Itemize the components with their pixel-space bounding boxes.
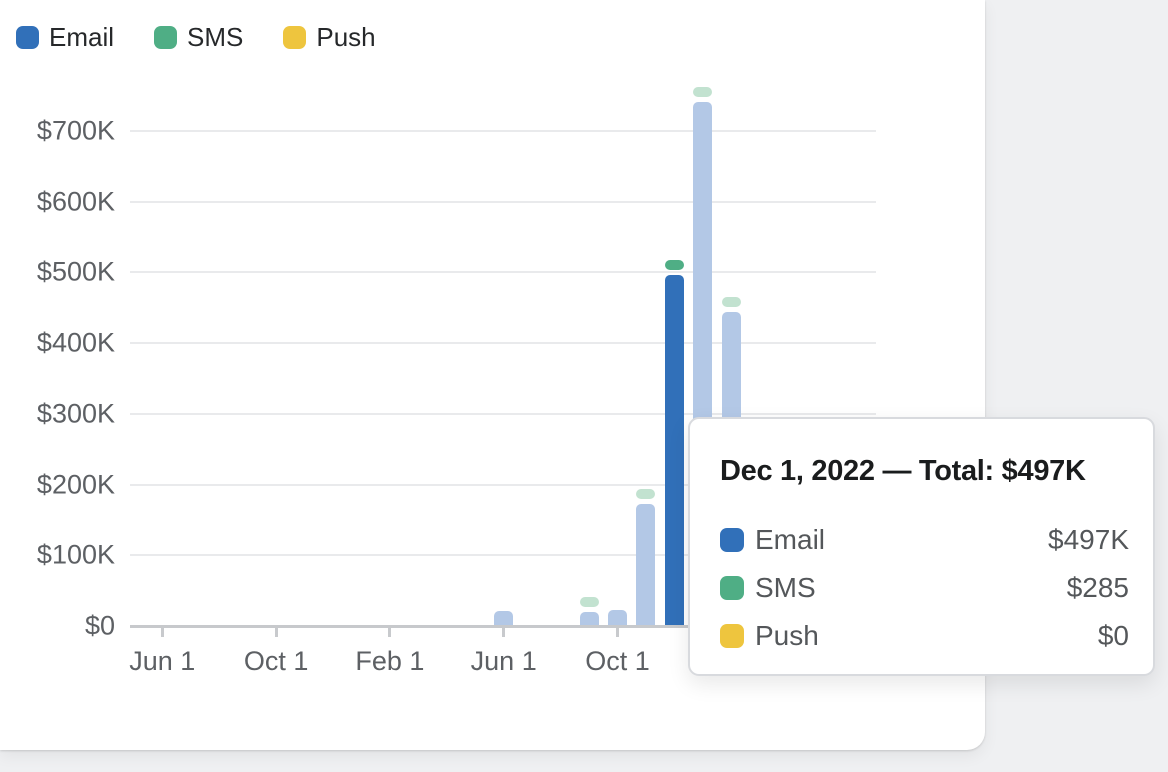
tooltip-row-label: SMS bbox=[755, 572, 816, 603]
tooltip-row-email: Email $497K bbox=[720, 516, 1129, 564]
tooltip-rows: Email $497K SMS $285 Push $0 bbox=[720, 516, 1129, 660]
tooltip-row-label: Email bbox=[755, 524, 826, 555]
bar-email-oct-1-2022[interactable] bbox=[608, 609, 627, 626]
legend-item-sms[interactable]: SMS bbox=[154, 24, 243, 50]
bar-email-sep-1-2022[interactable] bbox=[579, 611, 599, 626]
tooltip-row-value: $497K bbox=[1048, 524, 1129, 555]
tooltip-row-push: Push $0 bbox=[720, 612, 1129, 660]
legend-label: SMS bbox=[187, 22, 244, 52]
x-axis-label: Jun 1 bbox=[470, 646, 537, 676]
y-axis-label: $700K bbox=[36, 115, 115, 146]
bar-email-jun-1-2022[interactable] bbox=[494, 611, 514, 626]
tooltip-title: Dec 1, 2022 — Total: $497K bbox=[720, 455, 1086, 487]
chart-legend: Email SMS Push bbox=[16, 24, 376, 50]
sms-swatch-icon bbox=[720, 576, 744, 600]
legend-label: Email bbox=[49, 22, 115, 52]
push-swatch-icon bbox=[283, 25, 307, 49]
tooltip-row-label: Push bbox=[755, 620, 819, 651]
legend-label: Push bbox=[316, 22, 376, 52]
push-swatch-icon bbox=[720, 624, 744, 648]
x-axis-label: Oct 1 bbox=[243, 646, 309, 676]
x-axis-label: Oct 1 bbox=[585, 646, 650, 676]
y-axis-label: $100K bbox=[36, 539, 115, 570]
x-axis-tick bbox=[502, 628, 506, 637]
gridline bbox=[130, 342, 876, 345]
x-axis-label: Jun 1 bbox=[129, 646, 196, 676]
tooltip-row-value: $0 bbox=[1097, 620, 1129, 651]
bar-sms-cap bbox=[693, 87, 713, 97]
legend-item-email[interactable]: Email bbox=[16, 24, 114, 50]
y-axis-label: $600K bbox=[36, 186, 115, 217]
bar-sms-cap bbox=[579, 596, 599, 607]
sms-swatch-icon bbox=[154, 25, 178, 49]
x-axis-tick bbox=[388, 628, 392, 637]
chart-tooltip: Dec 1, 2022 — Total: $497K Email $497K SMS… bbox=[688, 417, 1155, 676]
analytics-report-card: Email SMS Push $700K $600K $500K $400K $300K $2… bbox=[0, 0, 985, 750]
x-axis-label: Feb 1 bbox=[355, 646, 425, 676]
email-swatch-icon bbox=[720, 528, 744, 552]
legend-item-push[interactable]: Push bbox=[283, 22, 376, 52]
y-axis-label: $400K bbox=[36, 327, 115, 358]
y-axis-label: $200K bbox=[36, 469, 115, 500]
gridline bbox=[130, 554, 876, 557]
bar-email-dec-1-2022[interactable] bbox=[664, 274, 684, 626]
gridline bbox=[130, 483, 876, 486]
email-swatch-icon bbox=[16, 25, 39, 49]
x-axis-tick bbox=[160, 628, 164, 637]
x-axis-line bbox=[130, 625, 876, 628]
x-axis-tick bbox=[616, 628, 619, 637]
x-axis-tick bbox=[274, 628, 278, 637]
gridline bbox=[130, 130, 876, 132]
gridline bbox=[130, 200, 876, 203]
y-axis-label: $500K bbox=[36, 256, 115, 287]
y-axis-label: $300K bbox=[36, 398, 115, 429]
bar-email-nov-1-2022[interactable] bbox=[636, 504, 656, 626]
tooltip-row-value: $285 bbox=[1066, 572, 1129, 603]
tooltip-row-sms: SMS $285 bbox=[720, 564, 1129, 612]
y-axis-label: $0 bbox=[84, 610, 115, 641]
bar-sms-cap bbox=[664, 259, 684, 270]
bar-sms-cap bbox=[636, 489, 656, 500]
bar-sms-cap bbox=[721, 297, 741, 308]
gridline bbox=[130, 271, 876, 274]
gridline bbox=[130, 412, 876, 415]
